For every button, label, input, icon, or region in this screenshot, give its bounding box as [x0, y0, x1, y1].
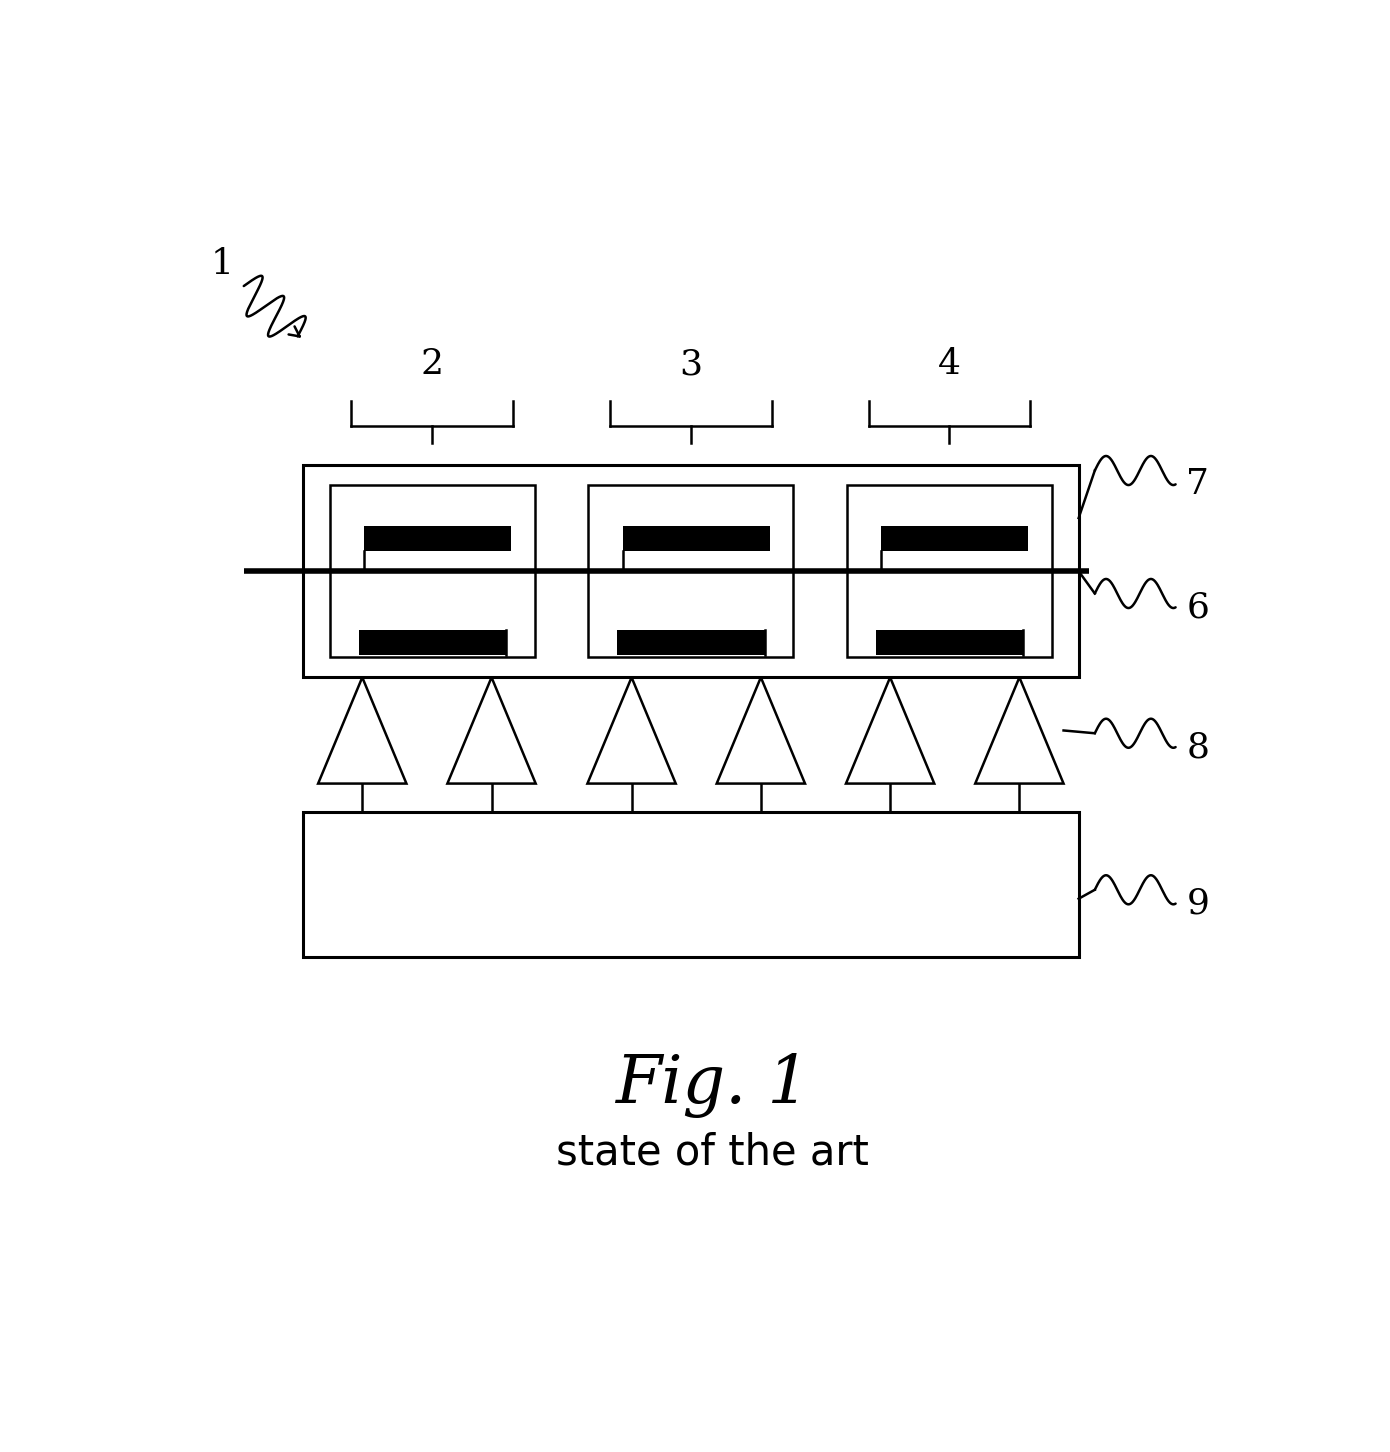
- Text: state of the art: state of the art: [556, 1131, 869, 1173]
- Text: 3: 3: [680, 347, 702, 382]
- Polygon shape: [448, 677, 535, 784]
- Bar: [876, 630, 1023, 655]
- Bar: [623, 527, 770, 550]
- Bar: [881, 527, 1029, 550]
- Bar: [364, 527, 512, 550]
- Polygon shape: [717, 677, 805, 784]
- Text: 8: 8: [1186, 730, 1209, 764]
- Bar: [329, 485, 535, 658]
- Bar: [617, 630, 764, 655]
- Text: Fig. 1: Fig. 1: [614, 1053, 810, 1118]
- Text: 6: 6: [1186, 591, 1209, 624]
- Text: 4: 4: [938, 347, 960, 382]
- Bar: [303, 465, 1079, 677]
- Text: 9: 9: [1186, 887, 1209, 921]
- Text: 1: 1: [211, 247, 234, 280]
- Bar: [359, 630, 506, 655]
- Bar: [303, 812, 1079, 957]
- Text: 7: 7: [1186, 468, 1209, 501]
- Polygon shape: [976, 677, 1063, 784]
- Polygon shape: [318, 677, 406, 784]
- Polygon shape: [847, 677, 934, 784]
- Polygon shape: [588, 677, 676, 784]
- Text: 2: 2: [421, 347, 443, 382]
- Bar: [847, 485, 1052, 658]
- Bar: [588, 485, 794, 658]
